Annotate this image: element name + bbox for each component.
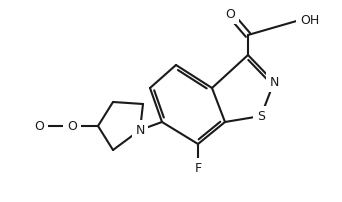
Text: N: N xyxy=(135,123,145,137)
Text: O: O xyxy=(67,120,77,133)
Text: O: O xyxy=(34,120,44,133)
Text: O: O xyxy=(225,7,235,20)
Text: F: F xyxy=(195,162,201,175)
Text: OH: OH xyxy=(300,14,319,26)
Text: S: S xyxy=(257,109,265,122)
Text: N: N xyxy=(269,76,279,88)
